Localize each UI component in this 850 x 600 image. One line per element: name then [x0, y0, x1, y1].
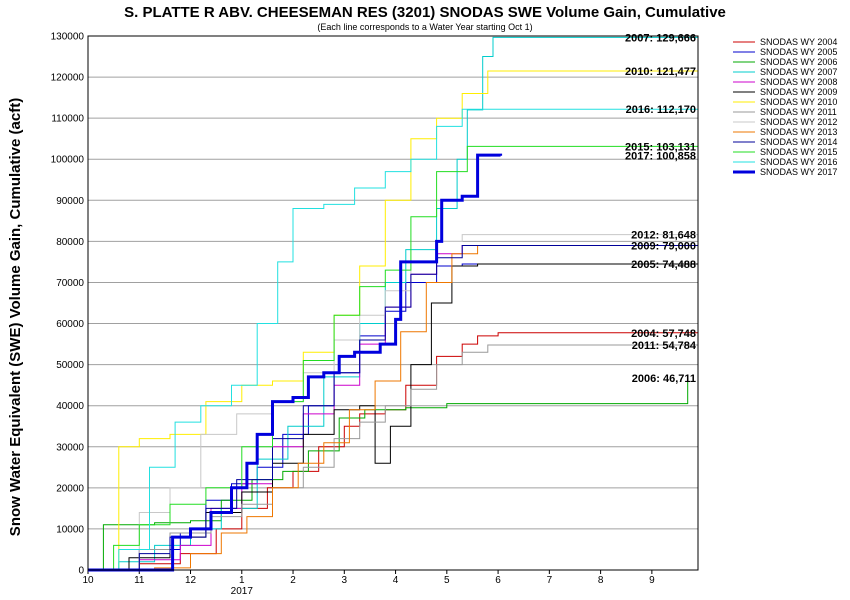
chart-title: S. PLATTE R ABV. CHEESEMAN RES (3201) SN…: [124, 4, 726, 21]
x-tick-label: 3: [342, 575, 348, 586]
x-tick-label: 9: [649, 575, 655, 586]
end-value-annotation: 2005: 74,488: [631, 259, 696, 271]
series-line: [88, 108, 698, 571]
x-tick-label: 10: [82, 575, 94, 586]
series-line: [88, 70, 698, 571]
series-line: [88, 234, 698, 571]
y-tick-label: 0: [78, 566, 84, 577]
end-value-annotation: 2004: 57,748: [631, 328, 696, 340]
y-tick-label: 60000: [56, 319, 84, 330]
end-value-annotation: 2011: 54,784: [632, 340, 697, 352]
x-tick-label: 12: [185, 575, 197, 586]
y-tick-label: 100000: [51, 155, 85, 166]
plot-frame: [87, 35, 699, 571]
x-tick-label: 1: [239, 575, 245, 586]
legend-entry: SNODAS WY 2012: [760, 117, 837, 127]
x-tick-label: 8: [598, 575, 604, 586]
legend-entry: SNODAS WY 2009: [760, 87, 837, 97]
legend-entry: SNODAS WY 2008: [760, 77, 837, 87]
end-value-annotation: 2017: 100,858: [625, 151, 696, 163]
y-axis-label: Snow Water Equivalent (SWE) Volume Gain,…: [7, 98, 24, 536]
y-tick-label: 40000: [56, 401, 84, 412]
legend-entry: SNODAS WY 2013: [760, 127, 837, 137]
end-value-annotations: 2007: 129,666 2010: 121,477 2016: 112,170 2…: [625, 32, 697, 385]
x-tick-label: 11: [134, 575, 145, 586]
y-tick-label: 20000: [56, 483, 84, 494]
y-tick-label: 110000: [51, 114, 84, 125]
end-value-annotation: 2009: 79,000: [631, 240, 696, 252]
y-tick-label: 90000: [56, 196, 84, 207]
x-tick-label: 4: [393, 575, 399, 586]
x-tick-label: 7: [547, 575, 553, 586]
x-tick-label: 5: [444, 575, 450, 586]
series-line: [88, 153, 503, 572]
x-tick-label: 2: [290, 575, 296, 586]
series-line: [88, 332, 698, 571]
y-tick-label: 120000: [51, 73, 85, 84]
legend-entry: SNODAS WY 2006: [760, 57, 837, 67]
gridlines: [88, 76, 698, 530]
series-line: [88, 36, 698, 571]
chart-subtitle: (Each line corresponds to a Water Year s…: [317, 22, 532, 32]
series-line: [88, 145, 698, 571]
legend-entry: SNODAS WY 2007: [760, 67, 837, 77]
series-line: [88, 245, 698, 571]
y-tick-label: 130000: [51, 32, 85, 43]
series-line: [88, 263, 698, 571]
end-value-annotation: 2012: 81,648: [631, 230, 696, 242]
x-axis-ticks: 10 11 12 1 2 3 4 5 6 7 8 9: [82, 570, 655, 586]
end-value-annotation: 2010: 121,477: [625, 66, 696, 78]
y-axis-ticks: 0 10000 20000 30000 40000 50000 60000 70000 8000…: [51, 32, 85, 577]
end-value-annotation: 2016: 112,170: [626, 104, 696, 116]
series-line: [88, 245, 698, 571]
legend-entry: SNODAS WY 2014: [760, 137, 837, 147]
x-axis-year-label: 2017: [231, 586, 254, 597]
legend-entry: SNODAS WY 2016: [760, 157, 837, 167]
series-line: [88, 378, 689, 571]
legend-entry: SNODAS WY 2017: [760, 167, 837, 177]
y-tick-label: 10000: [56, 524, 84, 535]
series-line: [88, 245, 698, 571]
y-tick-label: 70000: [56, 278, 84, 289]
y-tick-label: 50000: [56, 360, 84, 371]
end-value-annotation: 2015: 103,131: [625, 141, 696, 153]
legend-entry: SNODAS WY 2004: [760, 37, 837, 47]
legend-entry: SNODAS WY 2015: [760, 147, 837, 157]
end-value-annotation: 2007: 129,666: [625, 32, 696, 44]
series-line: [88, 263, 698, 571]
y-tick-label: 80000: [56, 237, 84, 248]
legend-entry: SNODAS WY 2011: [760, 107, 837, 117]
y-tick-label: 30000: [56, 442, 84, 453]
legend-entry: SNODAS WY 2005: [760, 47, 837, 57]
series-lines: [88, 36, 698, 572]
legend-entry: SNODAS WY 2010: [760, 97, 837, 107]
end-value-annotation: 2006: 46,711: [632, 373, 696, 385]
x-tick-label: 6: [495, 575, 501, 586]
